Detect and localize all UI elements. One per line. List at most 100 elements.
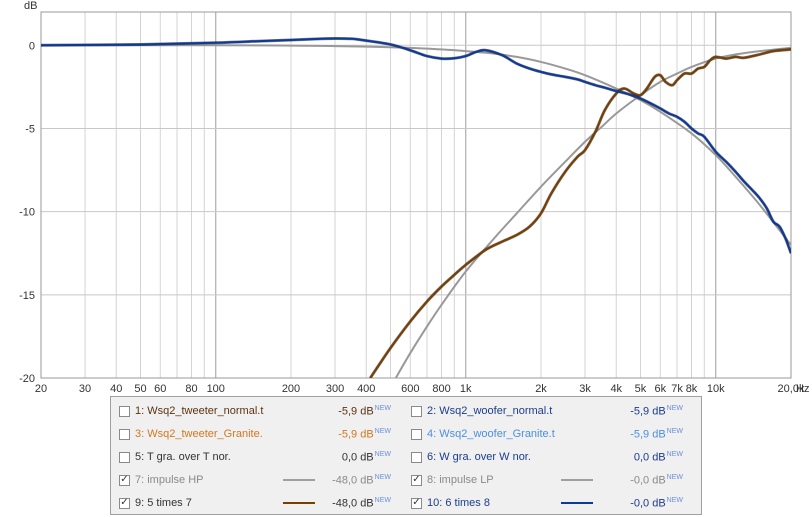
- legend-value: -5,9 dBNEW: [630, 428, 683, 441]
- legend-checkbox[interactable]: [411, 405, 422, 417]
- legend-entry: 6: W gra. over W nor. 0,0 dBNEW: [411, 446, 695, 468]
- y-axis-label: dB: [24, 0, 37, 12]
- x-axis-unit: Hz: [796, 383, 809, 395]
- x-tick-label: 100: [207, 383, 225, 395]
- legend-label[interactable]: 9: 5 times 7: [135, 497, 192, 509]
- legend-label[interactable]: 8: impulse LP: [427, 474, 494, 486]
- legend-entry: 2: Wsq2_woofer_normal.t -5,9 dBNEW: [411, 400, 695, 422]
- x-tick-label: 400: [357, 383, 375, 395]
- legend-value: -5,9 dBNEW: [630, 405, 683, 418]
- legend-checkbox[interactable]: [119, 428, 130, 440]
- legend-value: -0,0 dBNEW: [630, 497, 683, 510]
- x-tick-label: 60: [154, 383, 166, 395]
- plot-area: [40, 11, 792, 379]
- legend-label[interactable]: 6: W gra. over W nor.: [427, 451, 531, 463]
- legend-entry: 1: Wsq2_tweeter_normal.t -5,9 dBNEW: [119, 400, 403, 422]
- legend-checkbox[interactable]: [411, 428, 422, 440]
- legend-label[interactable]: 1: Wsq2_tweeter_normal.t: [135, 405, 264, 417]
- legend-entry: 3: Wsq2_tweeter_Granite. -5,9 dBNEW: [119, 423, 403, 445]
- legend-line-swatch: [561, 502, 593, 504]
- legend-value-text: -5,9 dB: [338, 428, 374, 441]
- legend-checkbox[interactable]: ✓: [119, 474, 130, 486]
- x-tick-label: 50: [134, 383, 146, 395]
- x-tick-label: 600: [401, 383, 419, 395]
- x-tick-label: 800: [432, 383, 450, 395]
- x-tick-label: 300: [326, 383, 344, 395]
- x-tick-label: 40: [110, 383, 122, 395]
- y-tick-label: -10: [19, 207, 35, 219]
- legend-checkbox[interactable]: [411, 451, 422, 463]
- legend-label[interactable]: 2: Wsq2_woofer_normal.t: [427, 405, 553, 417]
- series-line-8: [41, 44, 791, 246]
- legend-value: -0,0 dBNEW: [630, 474, 683, 487]
- legend-new-tag[interactable]: NEW: [374, 473, 391, 481]
- x-tick-label: 5k: [635, 383, 647, 395]
- legend-value: -5,9 dBNEW: [338, 405, 391, 418]
- frequency-response-chart: 20 30 40 50 60 80 100 200 300 400 600 800 1k 2k 3k 4k 5k…: [19, 0, 809, 395]
- legend-label[interactable]: 4: Wsq2_woofer_Granite.t: [427, 428, 555, 440]
- legend-entry: ✓ 8: impulse LP -0,0 dBNEW: [411, 469, 695, 491]
- x-tick-label: 2k: [535, 383, 547, 395]
- legend-checkbox[interactable]: ✓: [411, 474, 422, 486]
- legend-new-tag[interactable]: NEW: [374, 450, 391, 458]
- legend-entry: ✓ 9: 5 times 7 -48,0 dBNEW: [119, 492, 403, 514]
- legend-value-text: -5,9 dB: [630, 405, 666, 418]
- grid-major-lines: [41, 12, 791, 379]
- legend-checkbox[interactable]: ✓: [411, 497, 422, 509]
- legend-value-text: 0,0 dB: [341, 451, 374, 464]
- legend-panel: 1: Wsq2_tweeter_normal.t -5,9 dBNEW 2: Wsq…: [110, 396, 702, 515]
- y-tick-labels: 0 -5 -10 -15 -20: [19, 40, 35, 385]
- x-tick-label: 8k: [686, 383, 698, 395]
- legend-label[interactable]: 3: Wsq2_tweeter_Granite.: [135, 428, 263, 440]
- legend-line-swatch: [283, 502, 315, 504]
- grid-lines: [40, 12, 792, 378]
- x-tick-label: 1k: [460, 383, 472, 395]
- x-tick-labels: 20 30 40 50 60 80 100 200 300 400 600 800 1k 2k 3k 4k 5k…: [35, 383, 805, 395]
- x-tick-label: 20: [35, 383, 47, 395]
- x-tick-label: 200: [282, 383, 300, 395]
- legend-entry: ✓ 10: 6 times 8 -0,0 dBNEW: [411, 492, 695, 514]
- x-tick-label: 3k: [579, 383, 591, 395]
- series-line-7: [394, 46, 791, 378]
- x-tick-label: 10k: [707, 383, 725, 395]
- legend-label[interactable]: 7: impulse HP: [135, 474, 204, 486]
- legend-checkbox[interactable]: [119, 405, 130, 417]
- legend-value-text: -5,9 dB: [338, 405, 374, 418]
- x-tick-label: 7k: [671, 383, 683, 395]
- legend-new-tag[interactable]: NEW: [666, 473, 683, 481]
- legend-value-text: -0,0 dB: [630, 497, 666, 510]
- y-tick-label: -5: [25, 123, 35, 135]
- legend-value-text: -48,0 dB: [332, 474, 374, 487]
- legend-new-tag[interactable]: NEW: [666, 450, 683, 458]
- x-tick-label: 6k: [654, 383, 666, 395]
- x-tick-label: 30: [79, 383, 91, 395]
- legend-entry: ✓ 7: impulse HP -48,0 dBNEW: [119, 469, 403, 491]
- series-line-10: [41, 37, 791, 254]
- series-layer: [41, 36, 791, 378]
- legend-value-text: 0,0 dB: [633, 451, 666, 464]
- legend-value-text: -0,0 dB: [630, 474, 666, 487]
- legend-new-tag[interactable]: NEW: [374, 496, 391, 504]
- y-tick-label: -15: [19, 290, 35, 302]
- legend-checkbox[interactable]: ✓: [119, 497, 130, 509]
- legend-line-swatch: [283, 479, 315, 481]
- legend-label[interactable]: 5: T gra. over T nor.: [135, 451, 231, 463]
- legend-entry: 4: Wsq2_woofer_Granite.t -5,9 dBNEW: [411, 423, 695, 445]
- legend-new-tag[interactable]: NEW: [666, 496, 683, 504]
- legend-value-text: -5,9 dB: [630, 428, 666, 441]
- legend-label[interactable]: 10: 6 times 8: [427, 497, 490, 509]
- legend-new-tag[interactable]: NEW: [666, 427, 683, 435]
- y-tick-label: -20: [19, 373, 35, 385]
- legend-value: -5,9 dBNEW: [338, 428, 391, 441]
- x-tick-label: 20,0k: [778, 383, 805, 395]
- legend-new-tag[interactable]: NEW: [666, 404, 683, 412]
- legend-new-tag[interactable]: NEW: [374, 404, 391, 412]
- legend-value: 0,0 dBNEW: [342, 451, 391, 464]
- x-tick-label: 80: [185, 383, 197, 395]
- legend-line-swatch: [561, 479, 593, 481]
- legend-new-tag[interactable]: NEW: [374, 427, 391, 435]
- legend-checkbox[interactable]: [119, 451, 130, 463]
- series-line-10-outline: [41, 36, 791, 254]
- legend-value-text: -48,0 dB: [332, 497, 374, 510]
- series-line-9-outline: [369, 47, 791, 378]
